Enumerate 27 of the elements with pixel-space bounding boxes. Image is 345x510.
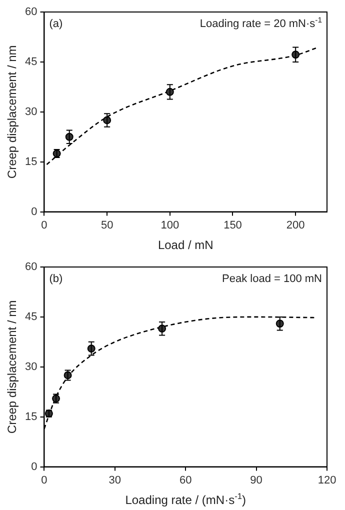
x-tick-label: 150 [224, 219, 242, 232]
y-tick-label: 0 [31, 206, 38, 218]
x-axis-title: Load / mN [158, 238, 214, 252]
y-tick-label: 45 [24, 56, 38, 68]
x-tick-label: 50 [100, 219, 114, 232]
x-tick-label: 60 [179, 474, 192, 486]
x-tick-label: 100 [160, 219, 180, 232]
y-axis-title: Creep displacement / nm [5, 300, 19, 434]
y-tick-label: 60 [24, 261, 38, 274]
x-tick-label: 90 [250, 474, 262, 486]
y-tick-label: 15 [24, 156, 38, 168]
y-tick-label: 30 [24, 360, 38, 373]
x-tick-label: 0 [41, 474, 48, 486]
y-tick-label: 60 [24, 6, 38, 18]
y-tick-label: 45 [24, 310, 38, 323]
x-tick-label: 120 [318, 474, 336, 486]
y-axis-title: Creep displacement / nm [5, 45, 19, 179]
annotation: Peak load = 100 mN [222, 273, 322, 285]
x-tick-label: 200 [286, 219, 305, 232]
annotation: (a) [49, 18, 63, 30]
x-tick-label: 0 [41, 219, 48, 232]
y-tick-label: 15 [24, 410, 38, 423]
line-series [46, 46, 319, 166]
annotation: (b) [49, 273, 63, 285]
x-tick-label: 30 [108, 474, 122, 486]
y-tick-label: 0 [31, 460, 38, 473]
y-tick-label: 30 [24, 106, 38, 118]
